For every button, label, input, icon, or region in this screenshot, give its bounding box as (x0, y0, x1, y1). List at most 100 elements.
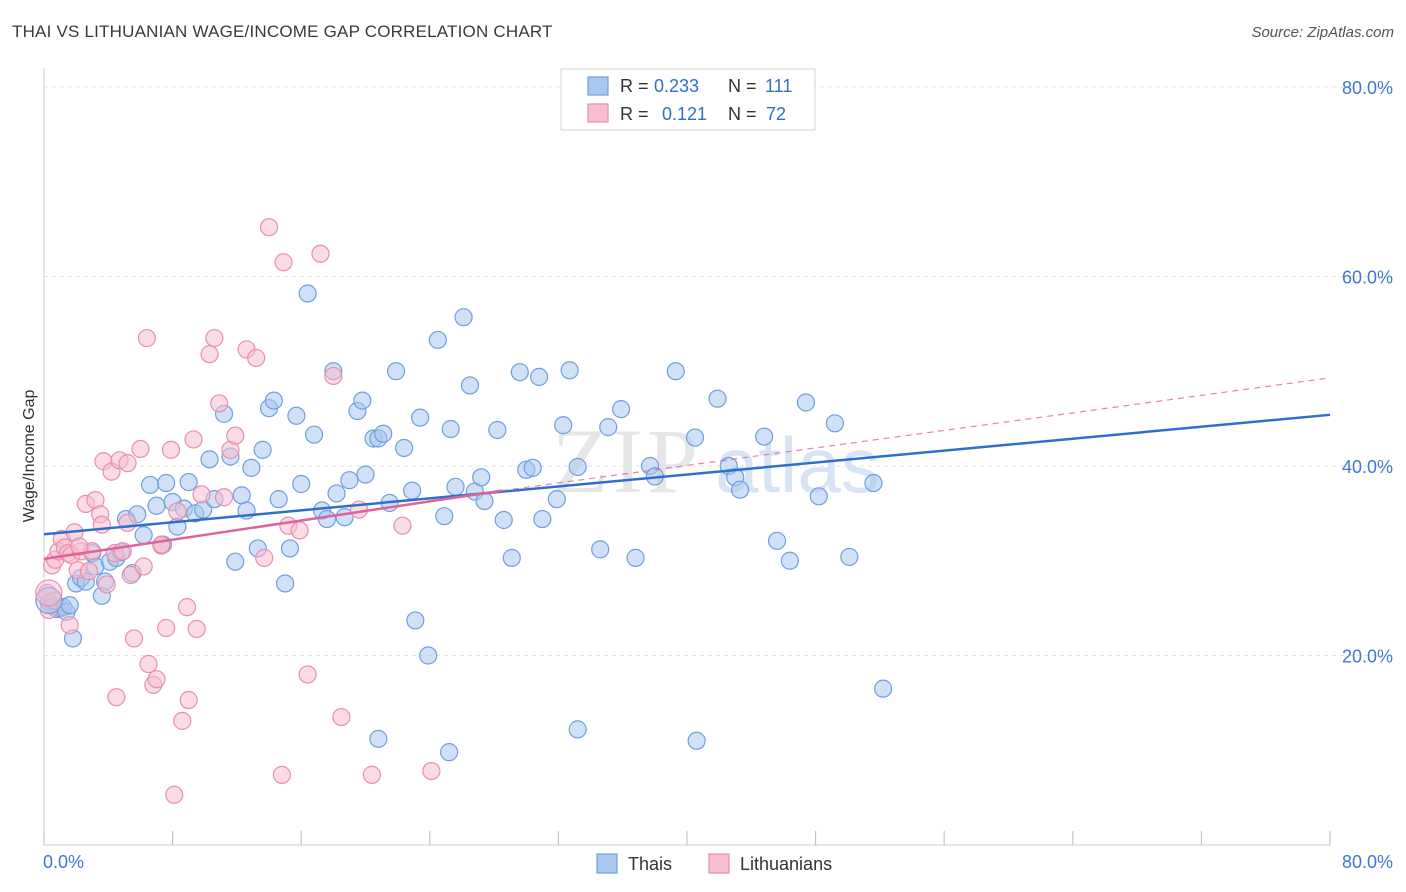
thai-trend-line (43, 413, 1331, 536)
lith-point-69 (165, 785, 184, 804)
stats-n-label-thai: N = (728, 76, 757, 96)
legend-label-thais: Thais (628, 854, 672, 874)
thai-point-22 (140, 475, 160, 495)
y-tick-label-80: 80.0% (1342, 78, 1393, 98)
source-credit: Source: ZipAtlas.com (1251, 24, 1394, 41)
lith-point-55 (324, 366, 343, 386)
thai-point-37 (232, 486, 251, 505)
thai-point-64 (386, 362, 406, 381)
thai-point-94 (626, 548, 645, 567)
lith-point-39 (192, 485, 211, 504)
stats-r-label-lith: R = (620, 104, 649, 124)
thai-point-103 (755, 427, 774, 446)
lith-point-59 (393, 516, 412, 535)
lith-point-50 (274, 253, 293, 272)
lith-point-38 (187, 619, 206, 639)
lith-point-60 (422, 761, 441, 781)
thai-point-65 (394, 438, 414, 458)
thai-point-88 (554, 416, 573, 435)
thai-point-108 (864, 473, 883, 493)
thai-point-115 (687, 731, 706, 750)
lith-point-58 (362, 765, 382, 784)
thai-point-75 (460, 376, 480, 395)
thai-point-66 (403, 481, 422, 500)
y-tick-label-60: 60.0% (1342, 267, 1393, 287)
thai-point-82 (510, 363, 529, 382)
thai-point-23 (147, 496, 166, 515)
lith-point-66 (118, 513, 137, 532)
y-axis-label: Wage/Income Gap (21, 390, 38, 523)
y-tick-label-40: 40.0% (1342, 457, 1393, 477)
thai-point-large (35, 586, 63, 615)
y-tick-label-20: 20.0% (1342, 646, 1393, 666)
thai-point-41 (253, 440, 272, 459)
lith-point-23 (118, 454, 137, 473)
stats-r-value-thai: 0.233 (654, 76, 699, 96)
thai-point-43 (264, 391, 283, 410)
thai-point-86 (533, 509, 552, 529)
thai-point-58 (353, 391, 372, 410)
thai-point-107 (840, 547, 859, 567)
thai-point-79 (488, 420, 507, 440)
thai-point-69 (419, 646, 438, 665)
thai-point-70 (428, 330, 447, 350)
thai-point-102 (730, 480, 750, 499)
thai-point-113 (439, 743, 459, 762)
thai-point-99 (708, 389, 727, 408)
lith-point-34 (168, 502, 187, 521)
thai-point-91 (591, 540, 610, 559)
x-tick-label-min: 0.0% (43, 852, 84, 872)
series-legend: Thais Lithuanians (596, 853, 832, 874)
thai-point-46 (280, 539, 300, 558)
lith-point-18 (97, 575, 116, 594)
lith-point-40 (200, 345, 219, 364)
thai-point-97 (666, 362, 685, 381)
chart-title: THAI VS LITHUANIAN WAGE/INCOME GAP CORRE… (12, 22, 553, 41)
lith-point-64 (92, 515, 111, 534)
lith-point-54 (311, 244, 330, 263)
lith-point-71 (255, 548, 274, 567)
lith-point-33 (161, 440, 181, 459)
thai-point-25 (157, 473, 176, 493)
thai-point-72 (441, 419, 460, 439)
lith-point-52 (290, 521, 309, 540)
thai-point-62 (374, 424, 393, 443)
lith-point-25 (124, 629, 144, 648)
point-layer (35, 218, 893, 804)
axis-layer (43, 68, 1331, 846)
thai-point-81 (502, 548, 521, 567)
thai-point-6 (60, 596, 79, 615)
thai-point-67 (406, 611, 425, 630)
lith-point-49 (272, 765, 292, 784)
thai-point-93 (611, 400, 631, 419)
thai-point-98 (685, 428, 705, 447)
thai-point-45 (276, 574, 295, 593)
thai-point-21 (134, 526, 153, 545)
lith-point-30 (147, 670, 166, 689)
lith-point-56 (332, 707, 351, 727)
lith-point-70 (179, 690, 198, 710)
thai-point-87 (547, 490, 566, 509)
lith-point-65 (107, 688, 126, 707)
thai-point-39 (242, 458, 261, 477)
lith-point-53 (298, 665, 317, 684)
thai-point-74 (454, 308, 473, 327)
lith-point-37 (184, 430, 203, 449)
lith-trend-line (43, 489, 503, 561)
lith-point-47 (247, 348, 266, 368)
thai-point-56 (340, 471, 359, 490)
thai-point-47 (287, 406, 306, 425)
lith-point-41 (205, 328, 224, 348)
lith-point-36 (177, 598, 197, 617)
thai-point-36 (226, 552, 245, 571)
stats-legend: R = 0.233 N = 111 R = 0.121 N = 72 (560, 68, 816, 131)
thai-point-111 (767, 531, 787, 550)
thai-point-114 (568, 720, 587, 739)
lith-point-43 (214, 488, 234, 507)
thai-point-49 (298, 284, 317, 303)
stats-r-label-thai: R = (620, 76, 649, 96)
thai-point-109 (874, 679, 893, 698)
stats-n-value-thai: 111 (765, 76, 792, 96)
lith-point-45 (226, 426, 245, 445)
